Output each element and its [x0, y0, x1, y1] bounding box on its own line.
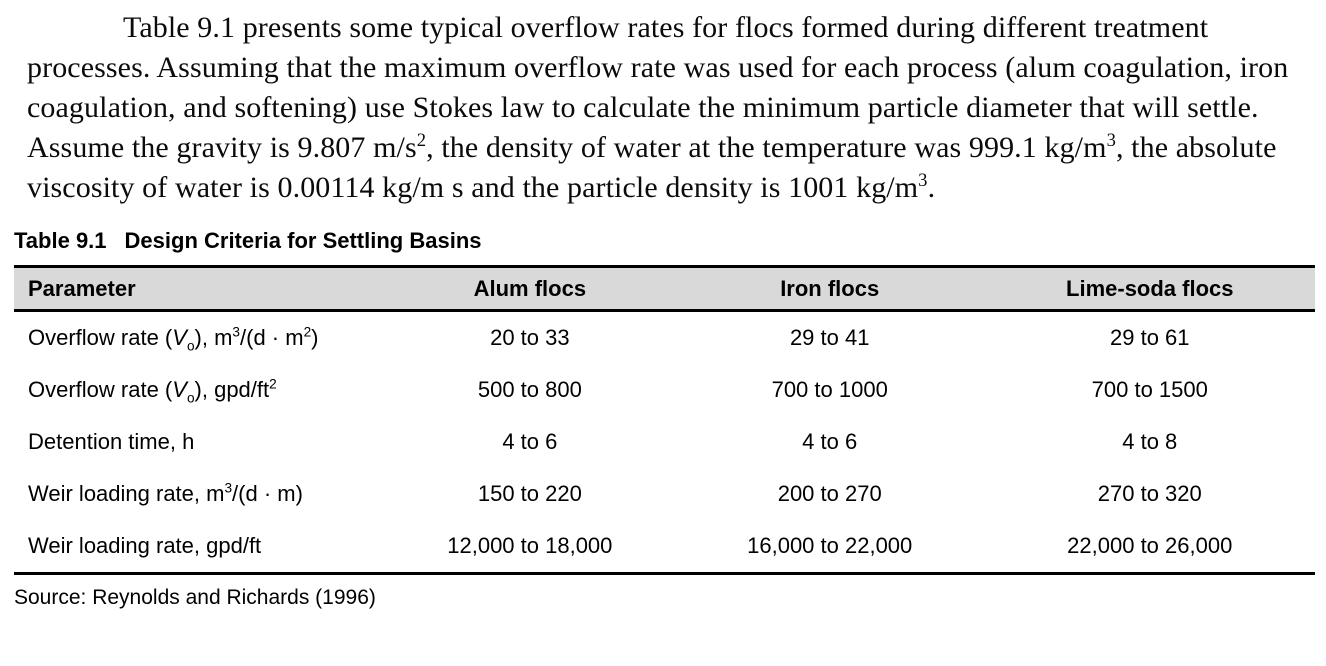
value-cell: 22,000 to 26,000 — [1067, 533, 1233, 558]
table-row: Overflow rate (Vo), m3/(d · m2) 20 to 33… — [14, 311, 1315, 365]
parameter-cell: Overflow rate (Vo), m3/(d · m2) — [28, 324, 319, 354]
value-cell: 29 to 61 — [1110, 325, 1190, 350]
value-cell: 29 to 41 — [789, 325, 870, 350]
table-caption-label: Table 9.1 — [14, 228, 107, 253]
parameter-cell: Weir loading rate, gpd/ft — [28, 533, 262, 558]
column-header-alum-flocs: Alum flocs — [473, 276, 587, 301]
value-cell: 16,000 to 22,000 — [747, 533, 913, 558]
value-cell: 500 to 800 — [477, 377, 582, 402]
column-header-iron-flocs: Iron flocs — [780, 276, 880, 301]
value-cell: 270 to 320 — [1097, 481, 1202, 506]
value-cell: 20 to 33 — [490, 325, 570, 350]
column-header-lime-soda-flocs: Lime-soda flocs — [1066, 276, 1234, 301]
source-note: Source: Reynolds and Richards (1996) — [14, 586, 376, 609]
table-row: Overflow rate (Vo), gpd/ft2 500 to 800 7… — [14, 364, 1315, 416]
parameter-cell: Weir loading rate, m3/(d · m) — [28, 480, 303, 506]
value-cell: 200 to 270 — [777, 481, 882, 506]
header-row: Parameter Alum flocs Iron flocs Lime-sod… — [14, 266, 1315, 311]
value-cell: 4 to 8 — [1122, 429, 1178, 454]
value-cell: 4 to 6 — [802, 429, 858, 454]
value-cell: 700 to 1000 — [771, 377, 888, 402]
design-criteria-table: Parameter Alum flocs Iron flocs Lime-sod… — [14, 265, 1315, 575]
parameter-cell: Detention time, h — [28, 429, 195, 454]
value-cell: 12,000 to 18,000 — [447, 533, 613, 558]
parameter-cell: Overflow rate (Vo), gpd/ft2 — [28, 376, 277, 406]
table-caption: Table 9.1 Design Criteria for Settling Ba… — [14, 228, 1316, 254]
table-row: Weir loading rate, m3/(d · m) 150 to 220… — [14, 468, 1315, 520]
problem-paragraph: Table 9.1 presents some typical overflow… — [27, 11, 1289, 204]
table-caption-title: Design Criteria for Settling Basins — [124, 228, 482, 253]
value-cell: 4 to 6 — [502, 429, 558, 454]
column-header-parameter: Parameter — [28, 276, 136, 301]
table-row: Weir loading rate, gpd/ft 12,000 to 18,0… — [14, 520, 1315, 574]
value-cell: 700 to 1500 — [1091, 377, 1208, 402]
value-cell: 150 to 220 — [477, 481, 582, 506]
table-row: Detention time, h 4 to 6 4 to 6 4 to 8 — [14, 416, 1315, 468]
